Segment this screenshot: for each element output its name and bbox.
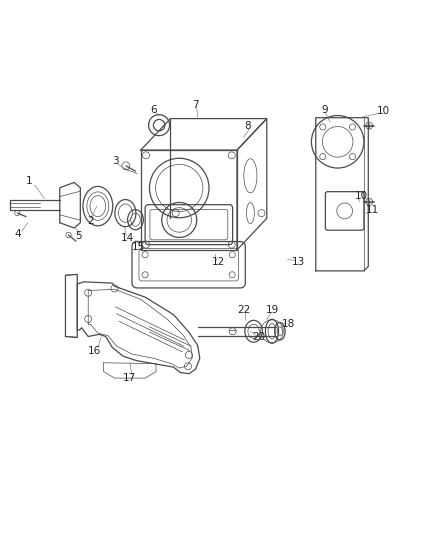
Text: 13: 13 — [291, 257, 304, 267]
Text: 8: 8 — [244, 122, 251, 132]
Text: 9: 9 — [321, 105, 327, 115]
Text: 22: 22 — [237, 305, 250, 315]
Text: 6: 6 — [150, 105, 157, 115]
Text: 5: 5 — [75, 231, 82, 241]
Text: 14: 14 — [121, 233, 134, 243]
Text: 20: 20 — [252, 333, 265, 342]
Text: 11: 11 — [365, 205, 378, 215]
Text: 15: 15 — [131, 242, 145, 252]
Text: 12: 12 — [212, 257, 225, 267]
Text: 4: 4 — [15, 229, 21, 239]
Text: 3: 3 — [112, 156, 118, 166]
Text: 2: 2 — [87, 215, 93, 225]
Text: 10: 10 — [376, 106, 389, 116]
Text: 10: 10 — [354, 191, 367, 200]
Text: 1: 1 — [26, 176, 32, 186]
Text: 16: 16 — [88, 345, 101, 356]
Text: 7: 7 — [192, 100, 198, 110]
Text: 19: 19 — [266, 305, 279, 315]
Text: 18: 18 — [281, 319, 295, 329]
Text: 17: 17 — [123, 373, 136, 383]
